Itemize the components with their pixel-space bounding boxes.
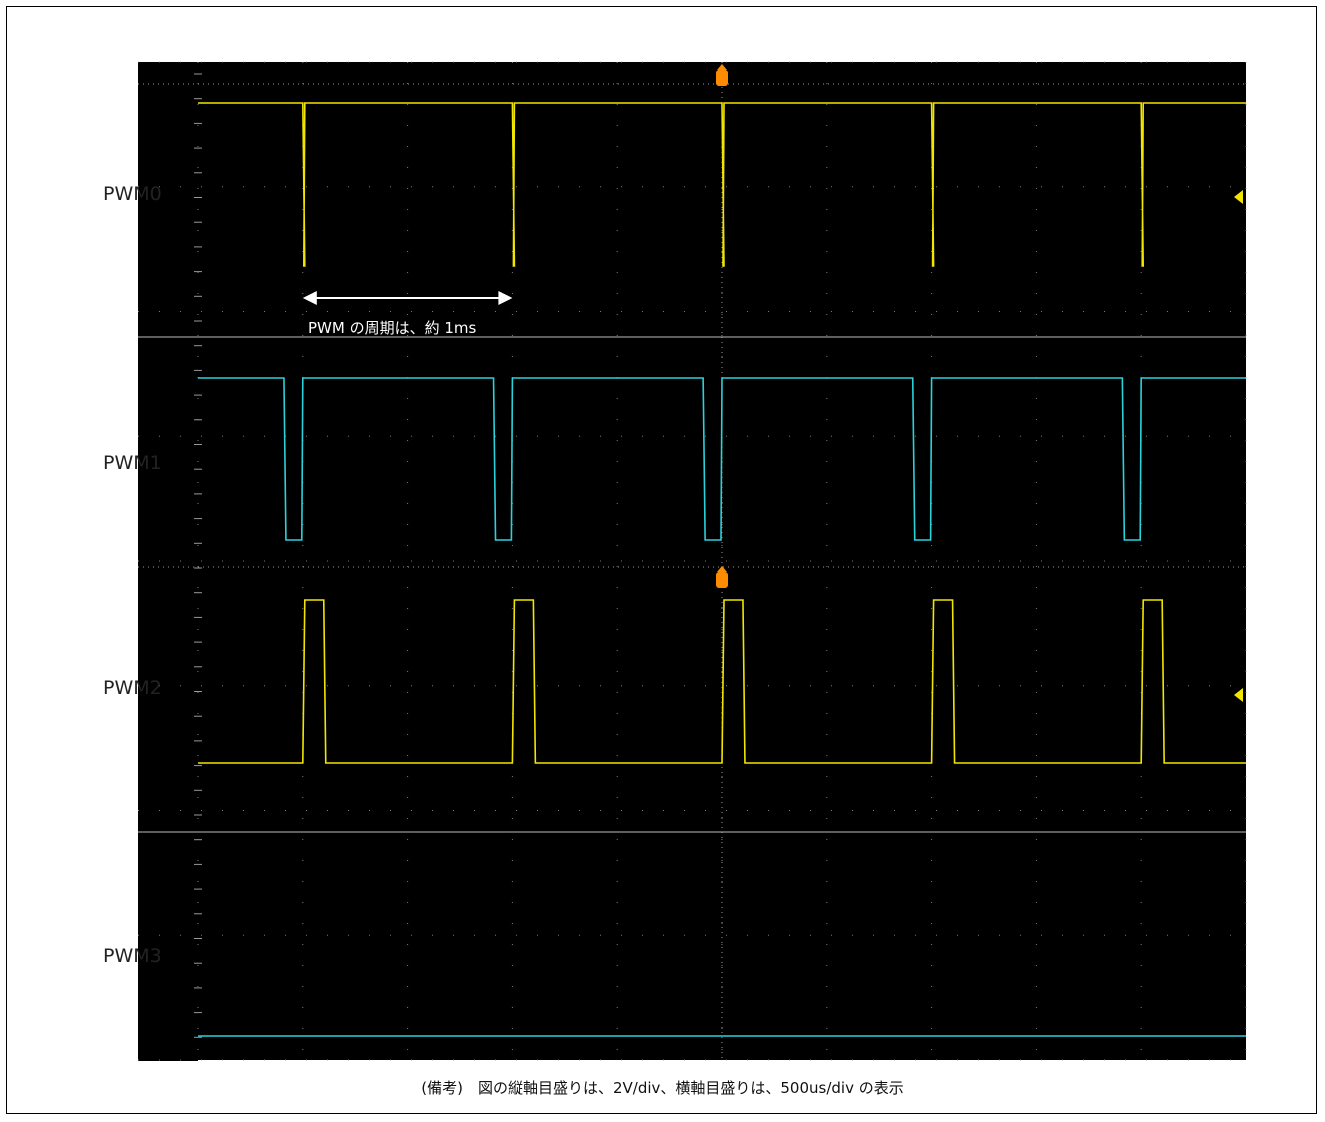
period-annotation: PWM の周期は、約 1ms	[302, 291, 513, 337]
channel-label-pwm3: PWM3	[103, 945, 162, 967]
figure-caption: (備考) 図の縦軸目盛りは、2V/div、横軸目盛りは、500us/div の表…	[421, 1079, 904, 1097]
channel-label-pwm2: PWM2	[103, 677, 162, 699]
markers	[716, 64, 1243, 702]
trigger-pointer-icon	[717, 64, 727, 70]
channel-label-pwm0: PWM0	[103, 183, 162, 205]
trigger-marker-icon	[716, 70, 728, 86]
trigger-marker-icon	[716, 572, 728, 588]
scope-background	[138, 62, 1246, 1060]
trace-pwm2	[198, 599, 1246, 764]
traces	[198, 102, 1246, 1037]
trace-pwm1	[198, 377, 1246, 541]
trigger-pointer-icon	[717, 566, 727, 572]
annotation-arrow-head-right	[498, 291, 513, 305]
scope-left-region	[138, 62, 198, 1061]
trigger-level-arrow-icon	[1234, 688, 1243, 702]
annotation-text: PWM の周期は、約 1ms	[308, 319, 477, 337]
grid	[138, 61, 1247, 1061]
trace-pwm0	[198, 102, 1246, 267]
figure-frame	[6, 6, 1317, 1114]
channel-label-pwm1: PWM1	[103, 452, 162, 474]
annotation-arrow-head-left	[302, 291, 317, 305]
trigger-level-arrow-icon	[1234, 190, 1243, 204]
